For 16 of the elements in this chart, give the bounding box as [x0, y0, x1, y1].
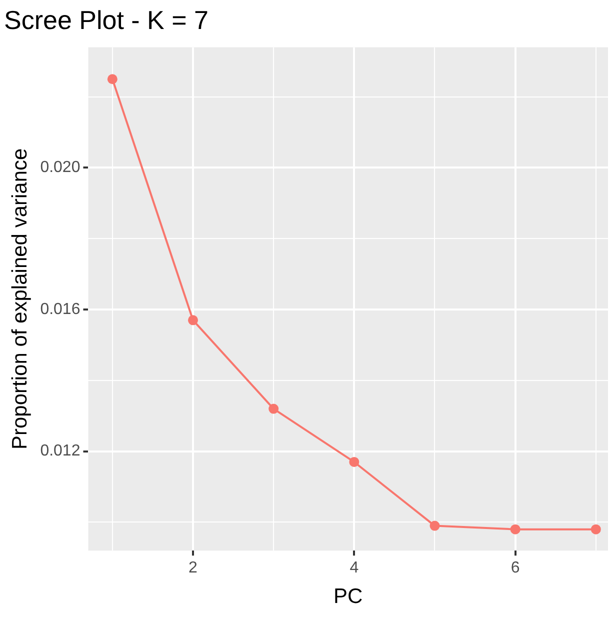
point	[349, 456, 360, 467]
chart-title: Scree Plot - K = 7	[4, 4, 208, 35]
point	[188, 315, 198, 326]
y-axis-title: Proportion of explained variance	[8, 148, 32, 450]
x-axis-title: PC	[334, 585, 363, 608]
point	[590, 524, 601, 534]
point	[107, 74, 118, 84]
x-tick-label: 2	[188, 560, 198, 577]
point	[510, 524, 520, 534]
y-tick-label: 0.012	[40, 442, 80, 460]
y-tick-label: 0.016	[40, 300, 80, 318]
x-tick-label: 4	[350, 560, 359, 577]
point	[430, 520, 440, 531]
x-tick-label: 6	[510, 560, 520, 577]
y-tick-label: 0.020	[40, 159, 80, 176]
point	[268, 404, 279, 414]
